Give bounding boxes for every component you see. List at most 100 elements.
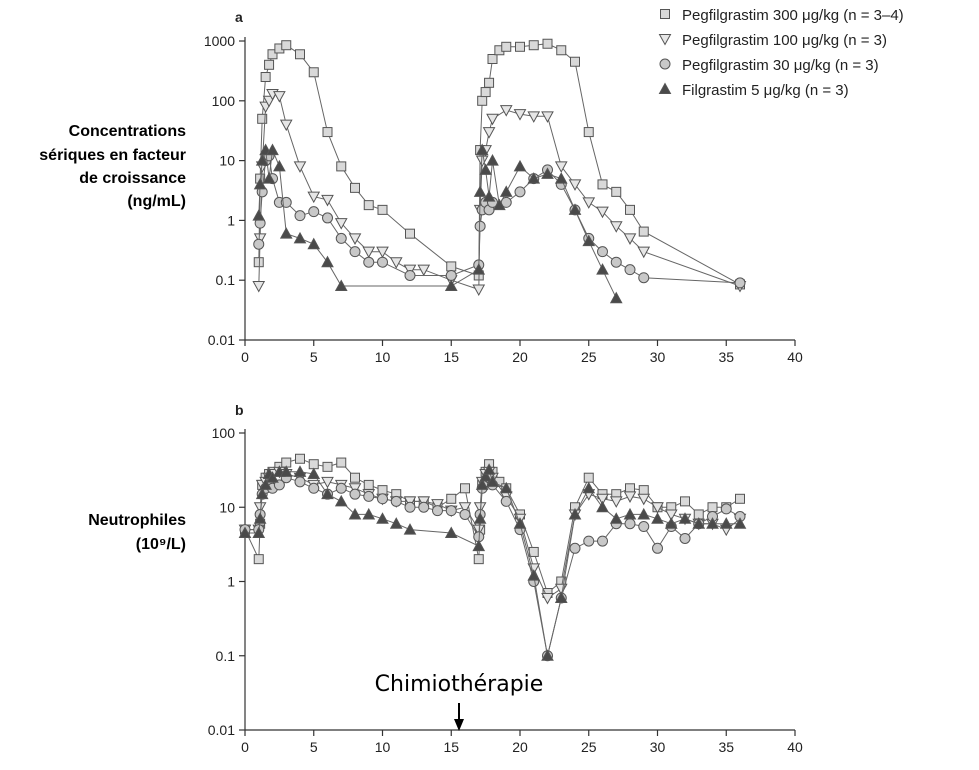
panel-b-plot: 0 5 10 15 20 25 30 35 40 0.01 0.1 1 10 100 <box>208 425 803 755</box>
data-point <box>322 195 333 205</box>
data-point <box>265 60 274 69</box>
data-point <box>295 477 305 487</box>
data-point <box>639 273 649 283</box>
y-tick-label: 100 <box>212 425 236 441</box>
legend-label: Pegfilgrastim 30 μg/kg (n = 3) <box>682 57 879 74</box>
legend-item-peg100: Pegfilgrastim 100 μg/kg (n = 3) <box>660 32 888 49</box>
panel-a-ylabel-line4: (ng/mL) <box>127 193 186 210</box>
legend-marker <box>660 59 670 69</box>
data-point <box>254 258 263 267</box>
data-point <box>274 161 285 171</box>
data-point <box>570 543 580 553</box>
data-point <box>571 57 580 66</box>
data-point <box>295 162 306 172</box>
data-point <box>556 162 567 172</box>
data-point <box>274 92 285 102</box>
data-point <box>708 503 717 512</box>
data-point <box>528 570 539 580</box>
data-point <box>281 120 292 130</box>
data-point <box>378 486 387 495</box>
data-point <box>309 483 319 493</box>
data-point <box>323 213 333 223</box>
data-point <box>583 483 594 493</box>
x-tick-label: 15 <box>443 349 459 365</box>
legend-item-peg30: Pegfilgrastim 30 μg/kg (n = 3) <box>660 57 879 74</box>
data-point <box>391 518 402 528</box>
legend: Pegfilgrastim 300 μg/kg (n = 3–4) Pegfil… <box>660 7 904 99</box>
data-point <box>253 210 264 220</box>
data-point <box>638 247 649 257</box>
data-point <box>612 187 621 196</box>
legend-marker-circle-icon <box>660 59 670 69</box>
data-point <box>336 280 347 290</box>
legend-marker-triangle-down-icon <box>660 35 671 45</box>
x-tick-label: 25 <box>581 349 597 365</box>
data-point <box>611 293 622 303</box>
x-tick-label: 10 <box>375 739 391 755</box>
data-point <box>597 502 608 512</box>
legend-label: Pegfilgrastim 300 μg/kg (n = 3–4) <box>682 7 904 24</box>
data-point <box>350 247 360 257</box>
series-line <box>245 478 740 656</box>
data-point <box>584 128 593 137</box>
series-triangle-up <box>240 464 746 660</box>
data-point <box>351 473 360 482</box>
x-tick-label: 0 <box>241 349 249 365</box>
data-point <box>639 522 649 532</box>
data-point <box>309 68 318 77</box>
panel-b: b Neutrophiles (10⁹/L) 0 5 10 15 20 25 30 35 400… <box>88 402 803 755</box>
data-point <box>598 247 608 257</box>
data-point <box>254 239 264 249</box>
data-point <box>652 513 663 523</box>
data-point <box>501 106 512 116</box>
chemotherapy-annotation: Chimiothérapie <box>375 672 544 697</box>
x-tick-label: 40 <box>787 349 803 365</box>
data-point <box>351 183 360 192</box>
data-point <box>364 201 373 210</box>
data-point <box>721 504 731 514</box>
data-point <box>611 513 622 523</box>
data-point <box>309 207 319 217</box>
series-line <box>245 470 740 656</box>
data-point <box>736 494 745 503</box>
data-point <box>639 486 648 495</box>
series-line <box>259 44 740 285</box>
data-point <box>323 462 332 471</box>
data-point <box>680 533 690 543</box>
data-point <box>296 50 305 59</box>
panel-b-ylabel-line1: Neutrophiles <box>88 512 186 529</box>
legend-marker <box>661 10 670 19</box>
data-point <box>542 593 553 603</box>
y-tick-label: 10 <box>219 153 235 169</box>
data-point <box>478 96 487 105</box>
x-tick-label: 20 <box>512 739 528 755</box>
data-point <box>485 78 494 87</box>
data-point <box>487 114 498 124</box>
data-point <box>501 186 512 196</box>
data-point <box>653 543 663 553</box>
data-point <box>516 42 525 51</box>
series-circle <box>240 473 745 661</box>
data-point <box>475 221 485 231</box>
y-tick-label: 0.01 <box>208 332 235 348</box>
data-point <box>406 229 415 238</box>
data-point <box>461 484 470 493</box>
y-tick-label: 0.1 <box>216 272 236 288</box>
data-point <box>487 155 498 165</box>
x-tick-label: 15 <box>443 739 459 755</box>
data-point <box>681 497 690 506</box>
panel-a-letter: a <box>235 9 243 25</box>
data-point <box>625 265 635 275</box>
data-point <box>295 211 305 221</box>
y-tick-label: 10 <box>219 499 235 515</box>
data-point <box>611 497 622 507</box>
data-point <box>308 239 319 249</box>
data-point <box>481 88 490 97</box>
data-point <box>625 519 635 529</box>
series-square <box>254 39 744 289</box>
panel-b-letter: b <box>235 402 244 418</box>
y-tick-label: 100 <box>212 93 236 109</box>
data-point <box>475 186 486 196</box>
data-point <box>488 55 497 64</box>
